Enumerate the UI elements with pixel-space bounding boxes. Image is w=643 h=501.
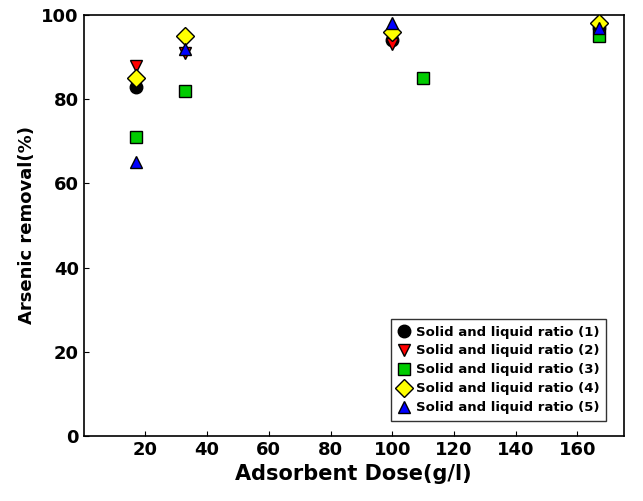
Solid and liquid ratio (5) xyxy=(181,46,189,52)
Solid and liquid ratio (1) xyxy=(595,25,603,31)
Solid and liquid ratio (5) xyxy=(595,25,603,31)
Line: Solid and liquid ratio (2): Solid and liquid ratio (2) xyxy=(130,22,605,72)
Legend: Solid and liquid ratio (1), Solid and liquid ratio (2), Solid and liquid ratio (: Solid and liquid ratio (1), Solid and li… xyxy=(391,319,606,421)
Solid and liquid ratio (2) xyxy=(388,42,396,48)
Solid and liquid ratio (4) xyxy=(595,21,603,27)
Line: Solid and liquid ratio (1): Solid and liquid ratio (1) xyxy=(130,22,605,93)
Solid and liquid ratio (3) xyxy=(595,33,603,39)
Solid and liquid ratio (4) xyxy=(132,75,140,81)
Solid and liquid ratio (3) xyxy=(132,134,140,140)
Solid and liquid ratio (2) xyxy=(181,50,189,56)
Solid and liquid ratio (2) xyxy=(132,63,140,69)
Solid and liquid ratio (1) xyxy=(132,84,140,90)
Line: Solid and liquid ratio (3): Solid and liquid ratio (3) xyxy=(130,30,605,143)
Solid and liquid ratio (4) xyxy=(388,29,396,35)
Solid and liquid ratio (5) xyxy=(388,21,396,27)
Line: Solid and liquid ratio (5): Solid and liquid ratio (5) xyxy=(130,17,605,168)
Solid and liquid ratio (4) xyxy=(181,33,189,39)
Solid and liquid ratio (1) xyxy=(388,37,396,43)
Solid and liquid ratio (2) xyxy=(595,25,603,31)
Line: Solid and liquid ratio (4): Solid and liquid ratio (4) xyxy=(130,17,605,84)
Solid and liquid ratio (3) xyxy=(419,75,427,81)
X-axis label: Adsorbent Dose(g/l): Adsorbent Dose(g/l) xyxy=(235,464,472,484)
Y-axis label: Arsenic removal(%): Arsenic removal(%) xyxy=(17,126,35,325)
Solid and liquid ratio (3) xyxy=(181,88,189,94)
Solid and liquid ratio (5) xyxy=(132,159,140,165)
